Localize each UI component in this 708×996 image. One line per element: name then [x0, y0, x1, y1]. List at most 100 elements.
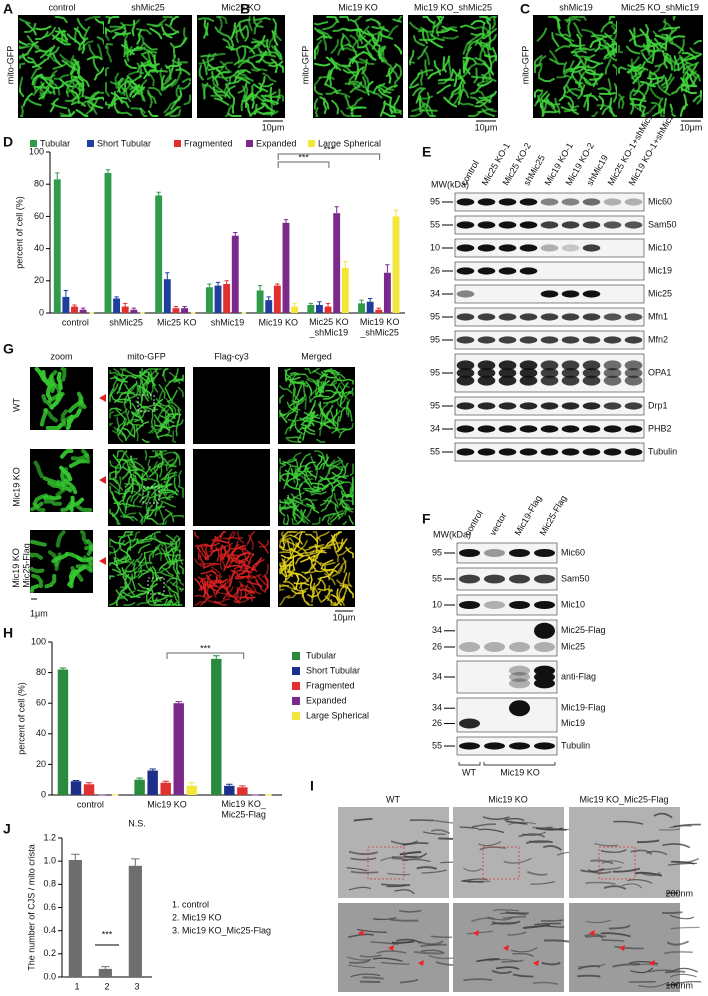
membrane: [505, 820, 528, 825]
membrane: [370, 941, 399, 946]
mito: [112, 477, 124, 491]
mito: [349, 81, 363, 94]
mito: [341, 387, 354, 395]
arrowhead: [418, 960, 424, 966]
mito: [279, 506, 290, 512]
mito: [305, 470, 313, 486]
row-label: Mic19 KO: [11, 467, 21, 507]
mito: [225, 83, 235, 99]
error-bar: [63, 289, 69, 297]
mito: [336, 579, 352, 587]
mito: [300, 502, 317, 509]
mito: [304, 368, 312, 375]
mito: [134, 590, 150, 598]
membrane: [662, 911, 683, 914]
band: [582, 198, 601, 206]
mito: [298, 483, 303, 499]
mito: [226, 564, 243, 569]
band: [540, 313, 559, 321]
band: [459, 642, 480, 652]
mito: [65, 82, 79, 94]
mito: [194, 578, 203, 591]
mito: [230, 22, 236, 39]
band: [498, 244, 517, 252]
mito: [418, 97, 429, 112]
band: [477, 267, 496, 275]
mito: [565, 84, 579, 97]
legend-label: Short Tubular: [306, 665, 360, 675]
mito: [270, 58, 279, 74]
mito: [122, 497, 127, 514]
mito: [281, 583, 298, 591]
mito: [564, 95, 575, 109]
em-texture: [580, 812, 701, 890]
panel-letter: I: [310, 778, 314, 794]
mito: [207, 65, 225, 71]
band: [540, 425, 559, 433]
mito: [303, 411, 319, 418]
mito: [662, 76, 675, 89]
mito: [109, 376, 126, 381]
mito: [175, 594, 180, 606]
protein-label: Mic19-Flag: [561, 703, 606, 713]
membrane: [482, 816, 510, 821]
mito: [304, 562, 317, 575]
membrane: [430, 829, 450, 835]
mito: [317, 588, 334, 592]
mito: [275, 88, 281, 105]
mw-label: 34: [432, 671, 442, 681]
mito: [574, 64, 590, 74]
mito: [149, 531, 161, 540]
mito: [324, 565, 330, 581]
mito: [175, 84, 181, 100]
mito: [132, 531, 141, 543]
mito-texture: [618, 16, 702, 117]
error-bar: [156, 191, 161, 196]
band: [624, 336, 643, 344]
mito: [307, 590, 321, 598]
mito: [120, 512, 137, 518]
mito: [113, 368, 125, 381]
membrane: [402, 842, 429, 847]
protein-label: Mfn1: [648, 311, 668, 321]
y-label: percent of cell (%): [16, 682, 26, 755]
mito: [314, 378, 319, 396]
mito: [467, 62, 483, 70]
mito: [135, 424, 139, 442]
band: [509, 549, 530, 557]
error-bar: [162, 780, 169, 783]
bar: [315, 304, 323, 313]
band: [603, 336, 622, 344]
mito: [632, 70, 643, 85]
mw-label: 55: [432, 573, 442, 583]
mito: [570, 49, 588, 54]
mito: [233, 584, 244, 599]
mito: [202, 581, 207, 598]
mito: [483, 63, 491, 79]
mito: [641, 52, 654, 65]
bar: [160, 782, 171, 795]
mito: [45, 383, 54, 401]
error-bar: [114, 296, 119, 299]
mito-texture: [279, 368, 354, 443]
mito: [141, 406, 159, 411]
mito: [79, 40, 94, 51]
mito: [49, 97, 59, 113]
mito: [211, 531, 225, 541]
error-bar: [131, 307, 136, 310]
mito: [169, 109, 182, 117]
mito: [682, 70, 697, 81]
membrane: [372, 957, 403, 962]
mito: [301, 570, 318, 574]
mito: [194, 601, 207, 606]
membrane: [391, 940, 415, 944]
mito: [351, 51, 364, 64]
band: [519, 267, 538, 275]
band: [498, 375, 517, 386]
band: [540, 402, 559, 410]
membrane: [349, 959, 370, 964]
mito: [652, 108, 666, 117]
mito: [48, 84, 64, 90]
band: [603, 448, 622, 456]
bar: [98, 968, 112, 977]
